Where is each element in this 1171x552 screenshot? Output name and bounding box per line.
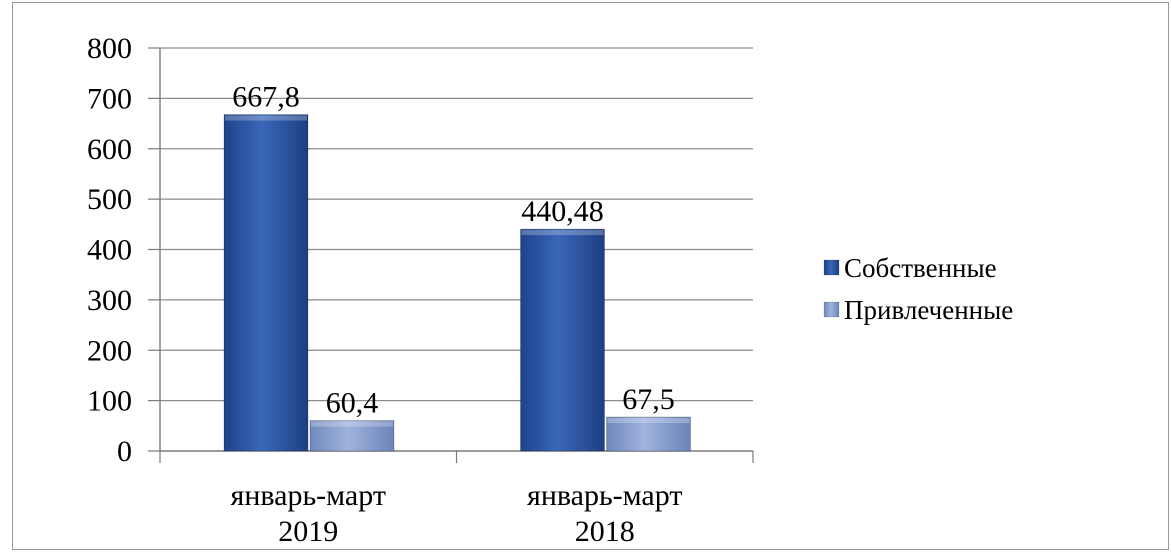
- chart-frame: 0 100 200 300 400 500 600 700 800 январь-март 2019…: [12, 2, 1169, 550]
- bar-privlechennye: [309, 420, 395, 452]
- y-tick-label: 800: [87, 32, 132, 65]
- y-tick-label: 100: [87, 385, 132, 418]
- bar-sobstvennye: [520, 228, 605, 452]
- bar-sobstvennye: [223, 114, 309, 452]
- bar-highlight: [607, 417, 690, 423]
- bar-highlight: [521, 230, 604, 236]
- bar-privlechennye: [606, 416, 691, 452]
- legend-swatch: [823, 301, 840, 318]
- y-tick-label: 700: [87, 82, 132, 115]
- category-label: январь-март: [527, 479, 682, 512]
- bar-highlight: [311, 421, 393, 427]
- legend-label: Привлеченные: [844, 295, 1013, 325]
- data-label: 67,5: [622, 383, 675, 416]
- y-tick-label: 300: [87, 284, 132, 317]
- category-label: 2019: [278, 515, 338, 548]
- y-tick-label: 500: [87, 183, 132, 216]
- legend-swatch: [823, 259, 840, 276]
- data-label: 60,4: [326, 387, 379, 420]
- category-label: январь-март: [231, 479, 386, 512]
- y-tick-label: 600: [87, 133, 132, 166]
- bar-chart: 0100200300400500600700800январь-март2019…: [87, 32, 1013, 548]
- data-label: 667,8: [232, 81, 300, 114]
- y-tick-label: 200: [87, 334, 132, 367]
- data-label: 440,48: [521, 195, 604, 228]
- bar-highlight: [225, 115, 307, 121]
- legend-label: Собственные: [844, 253, 997, 283]
- y-tick-label: 400: [87, 234, 132, 267]
- y-tick-label: 0: [117, 435, 132, 468]
- category-label: 2018: [575, 515, 635, 548]
